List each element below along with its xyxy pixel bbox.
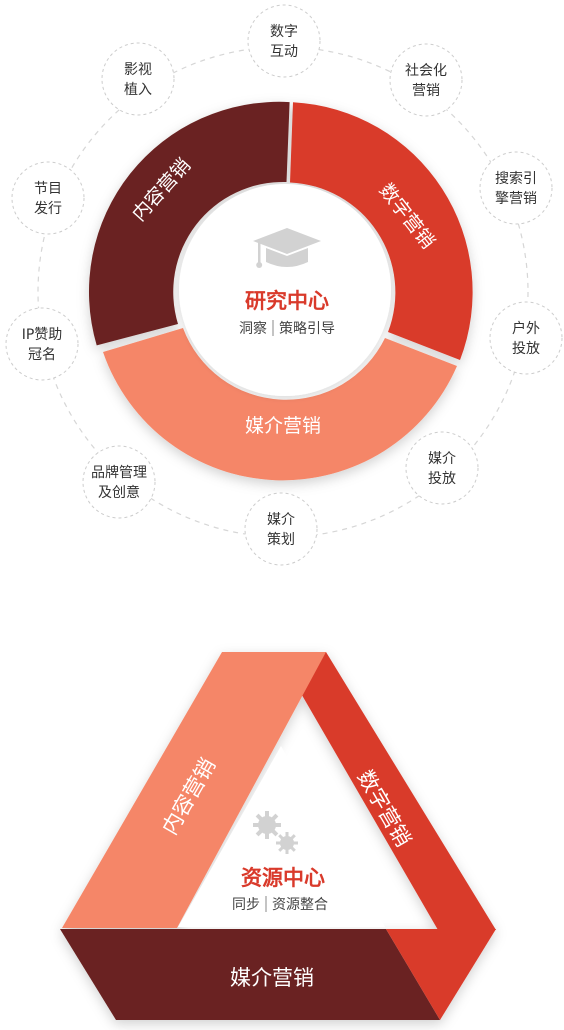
svg-text:冠名: 冠名 — [28, 347, 56, 363]
node-search-engine-marketing: 搜索引 擎营销 — [479, 151, 553, 225]
svg-text:投放: 投放 — [428, 471, 456, 487]
resource-triangle — [60, 652, 496, 1020]
svg-text:IP赞助: IP赞助 — [22, 327, 63, 343]
node-brand-management: 品牌管理 及创意 — [82, 445, 156, 519]
node-ip-sponsorship: IP赞助 冠名 — [5, 307, 79, 381]
resource-subtitle-integration: 资源整合 — [272, 897, 328, 913]
node-social-marketing: 社会化 营销 — [389, 43, 463, 117]
svg-text:社会化: 社会化 — [405, 63, 447, 79]
ring-segment-digital — [290, 102, 473, 360]
research-ring — [88, 101, 473, 481]
svg-text:及创意: 及创意 — [98, 484, 140, 501]
graduation-cap-icon — [253, 228, 321, 268]
svg-text:营销: 营销 — [412, 83, 440, 99]
svg-text:搜索引: 搜索引 — [495, 170, 537, 187]
ring-segment-media — [103, 328, 457, 481]
research-subtitle-insight: 洞察 — [239, 320, 267, 337]
node-media-planning: 媒介 策划 — [244, 492, 318, 566]
node-digital-interaction: 数字 互动 — [247, 4, 321, 78]
triangle-side-digital — [277, 652, 496, 930]
resource-center-title: 资源中心 — [241, 866, 325, 890]
research-subtitle-strategy: 策略引导 — [279, 320, 335, 337]
svg-text:数字: 数字 — [270, 24, 298, 40]
gears-icon — [253, 811, 298, 854]
node-program-release: 节目 发行 — [11, 161, 85, 235]
triangle-side-content — [62, 652, 326, 928]
svg-text:擎营销: 擎营销 — [495, 191, 537, 207]
resource-subtitle-sync: 同步 — [232, 897, 260, 913]
segment-label-media: 媒介营销 — [245, 415, 321, 437]
node-product-placement: 影视 植入 — [101, 42, 175, 116]
research-center-title: 研究中心 — [245, 289, 329, 313]
svg-text:节目: 节目 — [34, 181, 62, 197]
svg-text:互动: 互动 — [270, 44, 298, 60]
svg-text:户外: 户外 — [512, 320, 540, 337]
svg-text:媒介: 媒介 — [267, 512, 295, 528]
svg-text:发行: 发行 — [34, 201, 62, 217]
svg-text:影视: 影视 — [124, 62, 152, 78]
ring-segment-content — [88, 101, 290, 346]
svg-text:植入: 植入 — [124, 82, 152, 98]
triangle-side-media — [60, 929, 440, 1020]
node-media-placement: 媒介 投放 — [405, 431, 479, 505]
svg-text:策划: 策划 — [267, 531, 295, 548]
svg-text:投放: 投放 — [512, 341, 540, 357]
svg-text:品牌管理: 品牌管理 — [91, 464, 147, 481]
triangle-label-media: 媒介营销 — [230, 966, 314, 990]
node-outdoor-placement: 户外 投放 — [489, 301, 563, 375]
research-center-circle — [179, 184, 391, 396]
svg-text:媒介: 媒介 — [428, 451, 456, 467]
